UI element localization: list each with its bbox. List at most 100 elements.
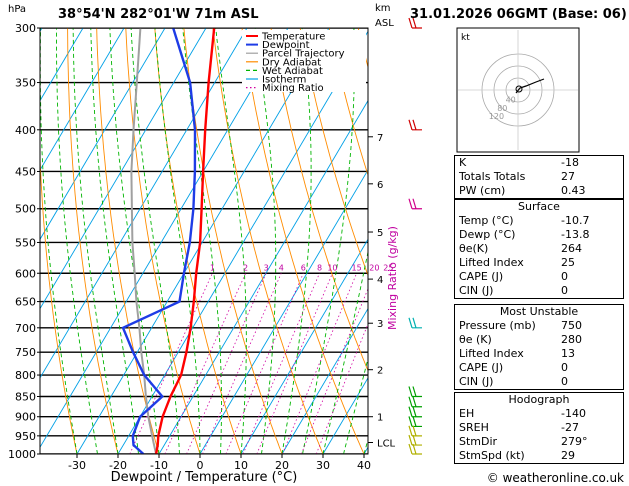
pressure-tick-label: 650 <box>15 296 36 309</box>
hpa-label: hPa <box>8 4 26 15</box>
most-unstable-value: 0 <box>561 361 568 374</box>
mixing-ratio-line <box>164 273 246 454</box>
hodograph-table-label: SREH <box>459 421 489 434</box>
hodograph-ring-label: 80 <box>497 104 507 113</box>
x-axis-label: Dewpoint / Temperature (°C) <box>111 470 298 485</box>
isotherm-line <box>0 28 1 454</box>
isotherm-line <box>76 28 330 454</box>
hodograph-table-label: StmDir <box>459 435 498 448</box>
temp-tick-label: 10 <box>234 459 248 472</box>
wet-adiabat-line <box>281 28 312 454</box>
km-tick-label: 4 <box>377 275 383 286</box>
wet-adiabat-line <box>40 28 78 454</box>
wet-adiabat-line <box>90 28 139 454</box>
index-label: Totals Totals <box>459 170 526 183</box>
isotherm-line <box>199 169 368 454</box>
isotherm-line <box>40 28 166 241</box>
temp-tick-label: 40 <box>357 459 371 472</box>
mixing-ratio-line <box>202 273 282 454</box>
wind-barb <box>408 198 422 210</box>
pressure-tick-label: 550 <box>15 236 36 249</box>
index-label: PW (cm) <box>459 184 506 197</box>
isotherm-line <box>322 377 368 454</box>
surface-value: 25 <box>561 256 575 269</box>
km-tick-label: 5 <box>377 228 383 239</box>
surface-row: Temp (°C) -10.7 <box>455 214 623 228</box>
dry-adiabat-line <box>67 28 119 454</box>
mixing-ratio-line <box>186 273 267 454</box>
legend-entry: Wet Adiabat <box>262 66 323 77</box>
temp-tick-label: -20 <box>109 459 127 472</box>
index-value: -18 <box>561 156 579 169</box>
most-unstable-label: θe (K) <box>459 333 492 346</box>
most-unstable-value: 280 <box>561 333 582 346</box>
mixing-ratio-label: 25 <box>383 263 393 272</box>
mixing-ratio-label: 4 <box>279 263 284 272</box>
legend-entry: Parcel Trajectory <box>262 49 345 60</box>
most-unstable-table: Most Unstable Pressure (mb) 750 θe (K) 280 L… <box>454 304 624 390</box>
pressure-tick-label: 350 <box>15 77 36 90</box>
surface-row: CIN (J) 0 <box>455 284 623 298</box>
mixing-ratio-label: 2 <box>243 263 248 272</box>
most-unstable-label: Pressure (mb) <box>459 319 536 332</box>
mixing-ratio-label: 3 <box>264 263 269 272</box>
wet-adiabat-line <box>322 249 368 454</box>
index-row: Totals Totals 27 <box>455 170 623 184</box>
wet-adiabat-line <box>72 28 119 454</box>
wet-adiabat-line <box>343 357 368 454</box>
mixing-ratio-line <box>242 273 320 454</box>
wind-barb <box>408 386 422 398</box>
surface-label: θe(K) <box>459 242 489 255</box>
surface-label: Lifted Index <box>459 256 524 269</box>
pressure-tick-label: 450 <box>15 165 36 178</box>
dry-adiabat-line <box>96 28 160 454</box>
hodograph-ring-label: 40 <box>506 95 516 104</box>
index-label: K <box>459 156 467 169</box>
isotherm-line <box>117 30 368 454</box>
mixing-ratio-line <box>225 273 304 454</box>
index-row: PW (cm) 0.43 <box>455 184 623 198</box>
legend-entry: Mixing Ratio <box>262 83 324 94</box>
dry-adiabat-line <box>328 28 368 177</box>
wind-barb <box>408 425 422 437</box>
asl-label: ASL <box>375 18 394 29</box>
wet-adiabat-line <box>302 28 355 454</box>
pressure-tick-label: 500 <box>15 203 36 216</box>
most-unstable-row: CAPE (J) 0 <box>455 361 623 375</box>
most-unstable-label: CIN (J) <box>459 375 494 388</box>
wind-barb <box>408 416 422 428</box>
surface-row: Lifted Index 25 <box>455 256 623 270</box>
most-unstable-row: Pressure (mb) 750 <box>455 319 623 333</box>
most-unstable-row: Lifted Index 13 <box>455 347 623 361</box>
wet-adiabat-line <box>254 28 277 454</box>
surface-value: 0 <box>561 284 568 297</box>
copyright: © weatheronline.co.uk <box>487 471 624 485</box>
pressure-tick-label: 850 <box>15 390 36 403</box>
km-tick-label: 3 <box>377 319 383 330</box>
mixing-ratio-label: 15 <box>352 263 362 272</box>
temp-tick-label: -10 <box>150 459 168 472</box>
dry-adiabat-line <box>125 28 201 454</box>
mixing-ratio-label: 6 <box>301 263 306 272</box>
parcel-trajectory-line <box>130 28 158 454</box>
isotherm-line <box>40 28 125 171</box>
mixing-ratio-label: 8 <box>317 263 322 272</box>
km-label: km <box>375 3 391 14</box>
isotherm-line <box>281 307 368 454</box>
dry-adiabat-line <box>270 28 368 372</box>
most-unstable-row: θe (K) 280 <box>455 333 623 347</box>
hodograph-table-value: -27 <box>561 421 579 434</box>
surface-label: Dewp (°C) <box>459 228 516 241</box>
surface-row: Dewp (°C) -13.8 <box>455 228 623 242</box>
surface-label: CAPE (J) <box>459 270 504 283</box>
mixing-ratio-line <box>315 322 368 454</box>
most-unstable-title: Most Unstable <box>499 305 579 318</box>
wet-adiabat-line <box>56 28 98 454</box>
pressure-tick-label: 900 <box>15 411 36 424</box>
hodograph-trace <box>515 78 545 94</box>
most-unstable-value: 13 <box>561 347 575 360</box>
datetime-title: 31.01.2026 06GMT (Base: 06) <box>410 7 627 22</box>
pressure-tick-label: 800 <box>15 369 36 382</box>
wind-barb <box>408 119 422 131</box>
